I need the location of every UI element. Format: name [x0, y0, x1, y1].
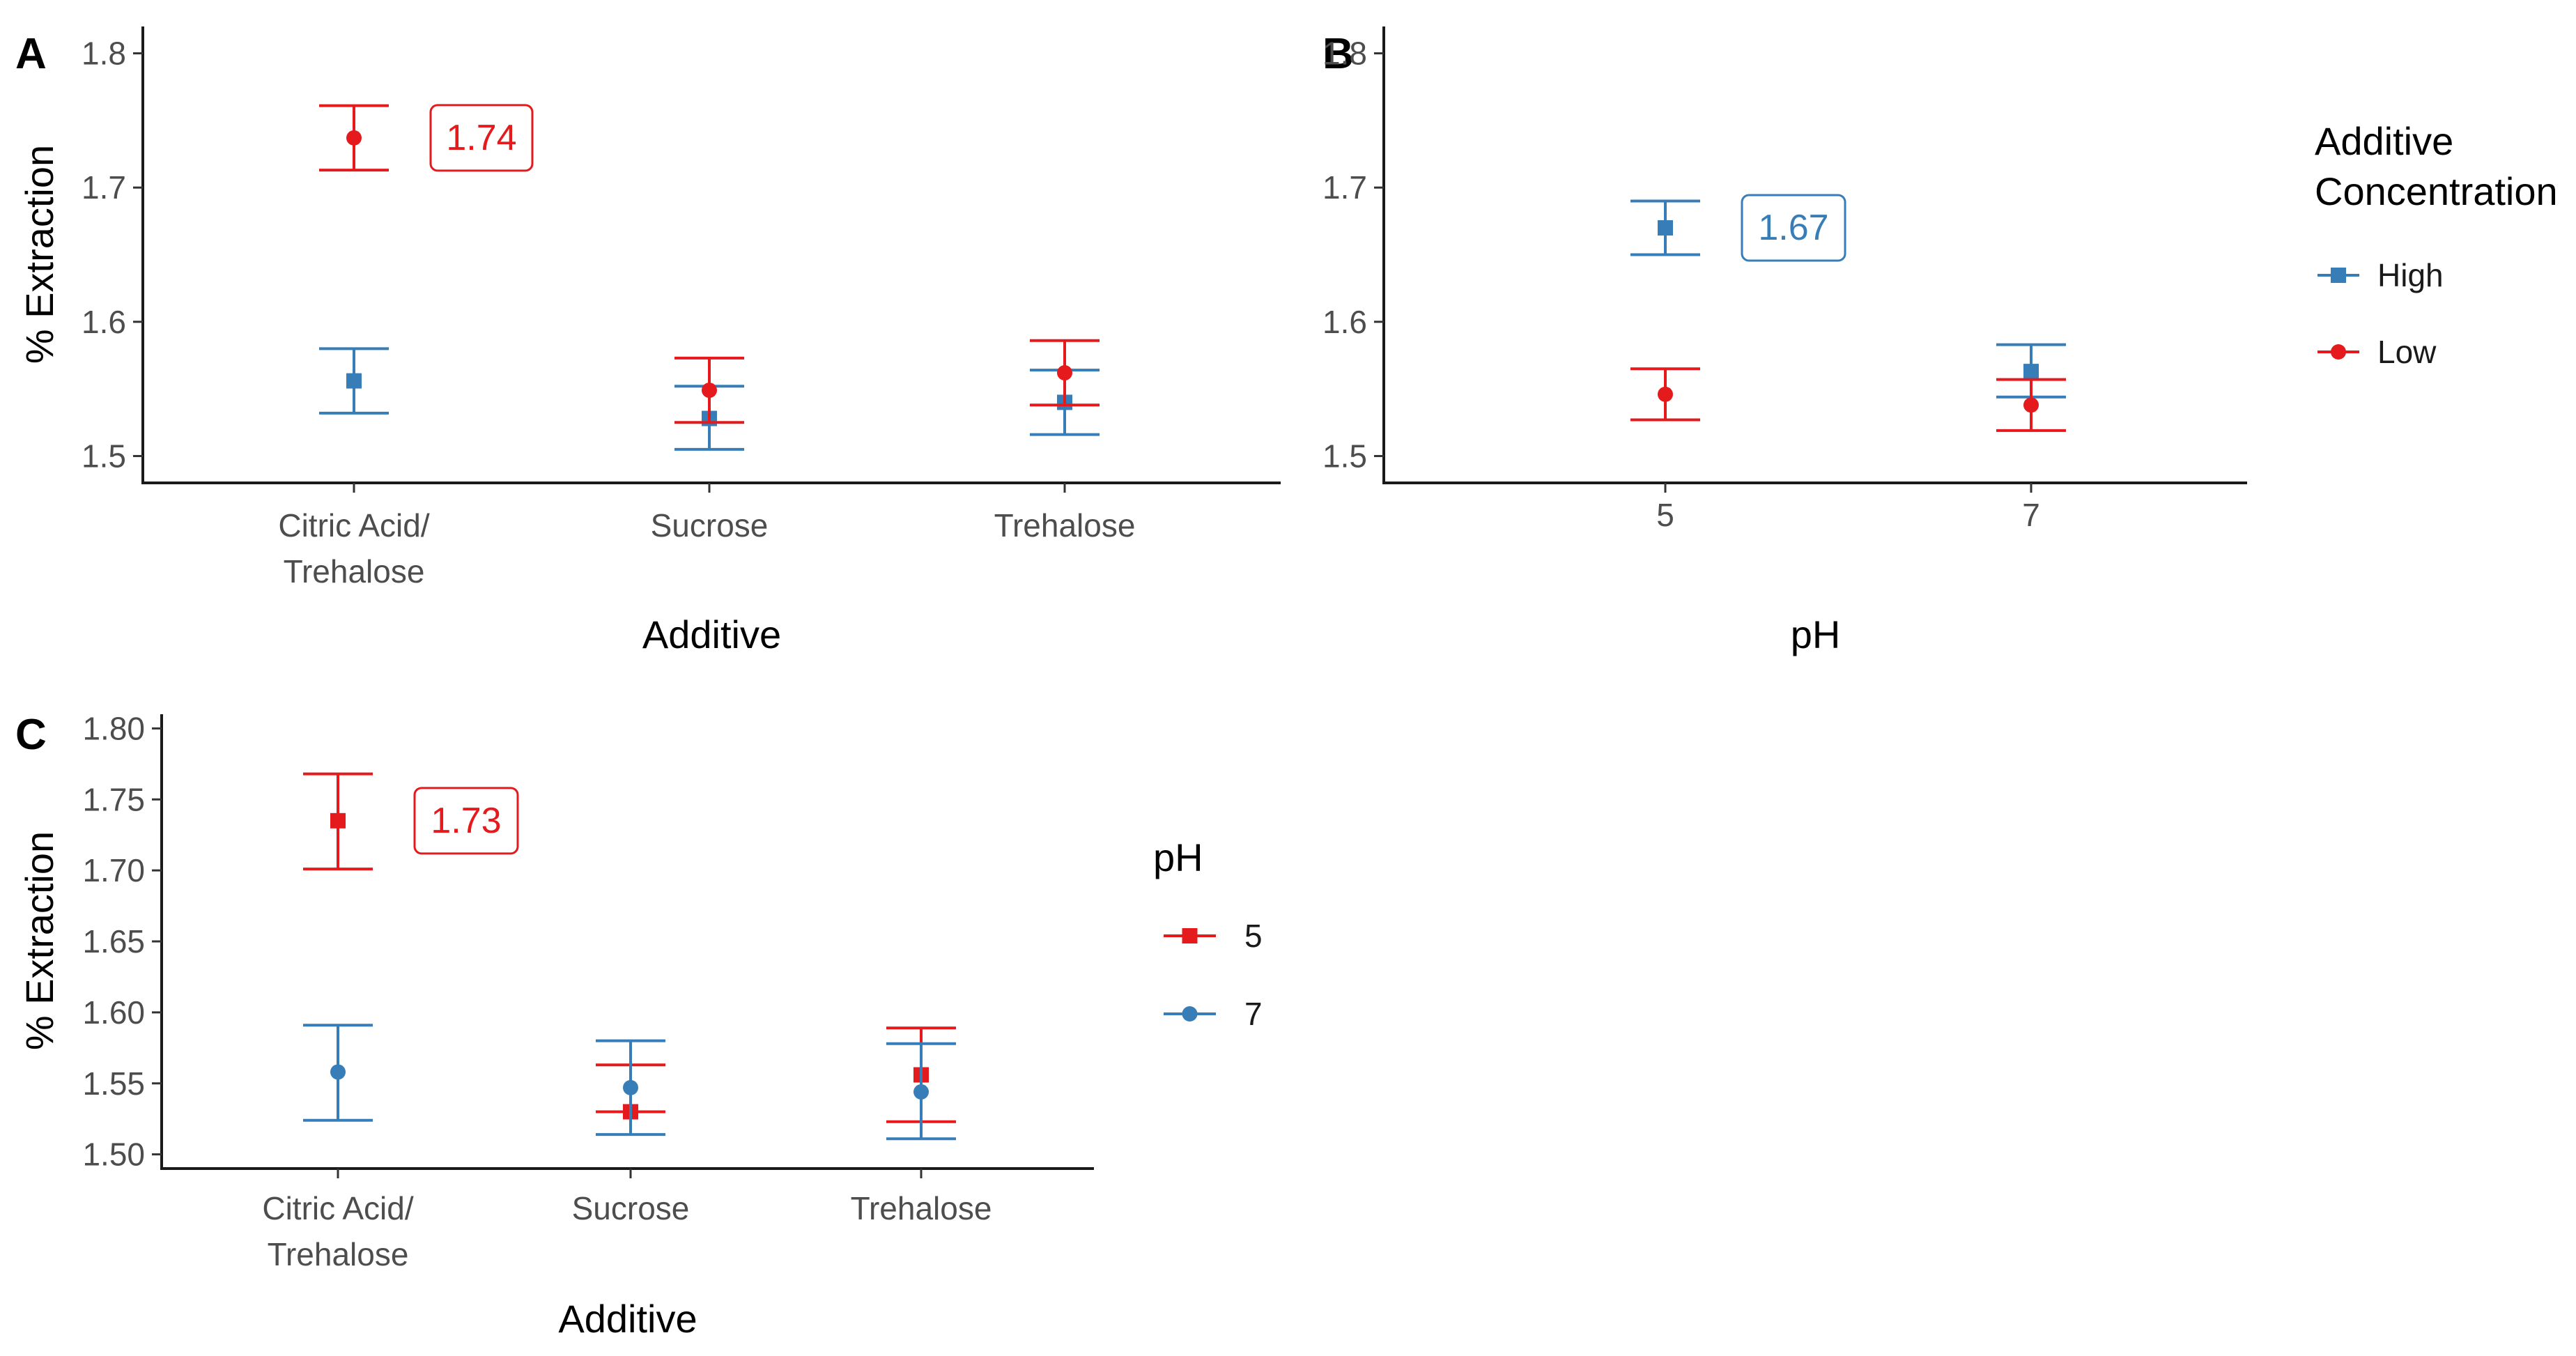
legend-title: pH	[1153, 835, 1203, 879]
y-tick-label: 1.50	[82, 1137, 145, 1173]
x-tick-label-line: 5	[1656, 497, 1674, 533]
x-tick-label: 5	[1656, 497, 1674, 533]
y-tick-label: 1.6	[1322, 304, 1367, 340]
x-tick-label-line: Citric Acid/	[262, 1190, 413, 1226]
data-point	[623, 1079, 638, 1095]
legend-key-marker	[2331, 344, 2346, 360]
y-tick-label: 1.8	[82, 36, 126, 72]
legend-title: Concentration	[2315, 169, 2558, 213]
panel-label: B	[1322, 30, 1354, 78]
x-tick-label: Sucrose	[572, 1190, 690, 1226]
legend-label: 7	[1244, 996, 1263, 1032]
legend-label: 5	[1244, 918, 1263, 954]
y-tick-label: 1.8	[1322, 36, 1367, 72]
y-axis-title: % Extraction	[17, 145, 61, 364]
legend-title: Additive	[2315, 119, 2453, 163]
legend-key-marker	[1182, 1006, 1198, 1022]
legend-key-marker	[2331, 268, 2346, 283]
x-tick-label-line: Sucrose	[572, 1190, 690, 1226]
annotation-box	[413, 787, 519, 855]
y-tick-label: 1.70	[82, 852, 145, 888]
y-tick-label: 1.7	[82, 169, 126, 206]
data-point	[913, 1084, 929, 1100]
x-tick-label: 7	[2022, 497, 2040, 533]
y-tick-label: 1.7	[1322, 169, 1367, 206]
annotation-label: 1.67	[1758, 208, 1828, 248]
data-point	[1057, 365, 1072, 381]
data-point	[2023, 364, 2039, 380]
data-point	[346, 373, 362, 389]
panel-label: A	[15, 30, 47, 78]
y-tick-label: 1.80	[82, 710, 145, 746]
annotation-box	[429, 104, 534, 172]
data-point	[330, 812, 346, 829]
panel-b: B 1.5 1.6 1.7 1.8 5 7 pH 1.67 Additive Concentrati…	[1322, 26, 2558, 656]
panel-a: A 1.5 1.6 1.7 1.8 Citric Acid/Trehalose Sucros…	[15, 26, 1281, 656]
y-tick-label: 1.5	[82, 438, 126, 474]
x-tick-label-line: Trehalose	[851, 1190, 992, 1226]
x-tick-label-line: 7	[2022, 497, 2040, 533]
panel-c: C 1.50 1.55 1.60 1.65 1.70 1.75 1.80 Citric Acid…	[15, 710, 1263, 1341]
y-tick-label: 1.75	[82, 781, 145, 817]
annotation-box	[1741, 194, 1846, 262]
x-tick-label-line: Sucrose	[651, 507, 769, 544]
data-point	[330, 1064, 346, 1080]
x-tick-label-line: Trehalose	[284, 553, 425, 590]
x-axis-title: Additive	[558, 1297, 697, 1341]
legend-key-marker	[1182, 928, 1198, 943]
data-point	[1658, 386, 1673, 402]
data-point	[346, 130, 362, 146]
data-point	[1658, 219, 1673, 236]
y-tick-label: 1.60	[82, 994, 145, 1031]
x-tick-label-line: Trehalose	[268, 1236, 409, 1272]
annotation-label: 1.74	[446, 118, 516, 158]
x-tick-label: Sucrose	[651, 507, 769, 544]
legend-label: High	[2377, 257, 2444, 293]
y-tick-label: 1.55	[82, 1065, 145, 1102]
x-tick-label: Trehalose	[994, 507, 1136, 544]
annotation-label: 1.73	[431, 801, 501, 841]
data-point	[702, 383, 717, 399]
x-axis-title: pH	[1791, 612, 1841, 656]
data-point	[2023, 397, 2039, 413]
y-tick-label: 1.65	[82, 923, 145, 960]
x-tick-label: Trehalose	[851, 1190, 992, 1226]
x-axis-title: Additive	[642, 612, 781, 656]
y-axis-title: % Extraction	[17, 831, 61, 1050]
x-tick-label-line: Trehalose	[994, 507, 1136, 544]
x-tick-label: Citric Acid/Trehalose	[278, 507, 429, 590]
y-tick-label: 1.5	[1322, 438, 1367, 474]
panel-label: C	[15, 711, 47, 759]
x-tick-label-line: Citric Acid/	[278, 507, 429, 544]
x-tick-label: Citric Acid/Trehalose	[262, 1190, 413, 1272]
y-tick-label: 1.6	[82, 304, 126, 340]
legend-label: Low	[2377, 334, 2437, 370]
